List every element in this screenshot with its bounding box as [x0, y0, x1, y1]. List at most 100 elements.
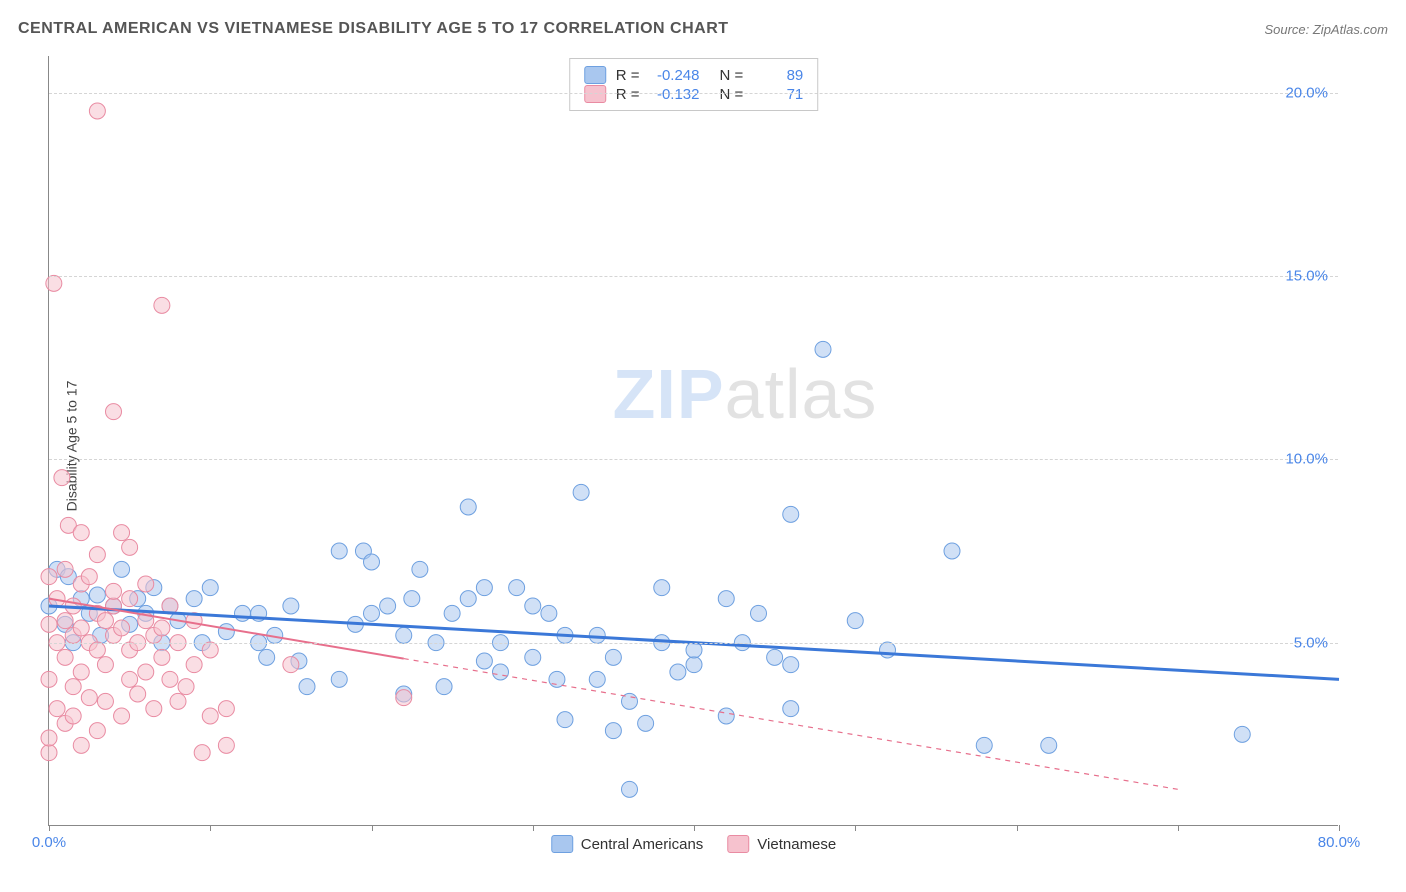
- scatter-point: [557, 712, 573, 728]
- scatter-point: [235, 605, 251, 621]
- scatter-point: [815, 341, 831, 357]
- scatter-point: [46, 275, 62, 291]
- scatter-point: [436, 679, 452, 695]
- scatter-point: [460, 499, 476, 515]
- x-tick-label: 80.0%: [1318, 834, 1361, 851]
- scatter-point: [509, 580, 525, 596]
- scatter-point: [493, 664, 509, 680]
- scatter-point: [944, 543, 960, 559]
- scatter-point: [476, 580, 492, 596]
- scatter-point: [202, 708, 218, 724]
- scatter-point: [605, 649, 621, 665]
- scatter-point: [476, 653, 492, 669]
- scatter-point: [751, 605, 767, 621]
- scatter-point: [638, 715, 654, 731]
- series-swatch: [551, 835, 573, 853]
- scatter-point: [605, 723, 621, 739]
- correlation-stats-box: R = -0.248 N = 89 R = -0.132 N = 71: [569, 58, 819, 111]
- scatter-point: [81, 569, 97, 585]
- scatter-point: [396, 627, 412, 643]
- scatter-point: [122, 539, 138, 555]
- plot-svg: [49, 56, 1338, 825]
- scatter-point: [202, 580, 218, 596]
- x-tick: [1017, 825, 1018, 831]
- y-tick-label: 10.0%: [1285, 451, 1328, 468]
- scatter-point: [122, 671, 138, 687]
- scatter-point: [1041, 737, 1057, 753]
- scatter-point: [154, 297, 170, 313]
- scatter-point: [41, 745, 57, 761]
- legend-label: Central Americans: [581, 836, 704, 853]
- scatter-point: [194, 745, 210, 761]
- legend-item: Central Americans: [551, 835, 704, 853]
- scatter-point: [186, 591, 202, 607]
- y-tick-label: 5.0%: [1294, 634, 1328, 651]
- x-tick: [372, 825, 373, 831]
- scatter-point: [114, 708, 130, 724]
- scatter-point: [525, 598, 541, 614]
- legend-label: Vietnamese: [757, 836, 836, 853]
- scatter-point: [654, 580, 670, 596]
- scatter-point: [73, 620, 89, 636]
- stats-row: R = -0.248 N = 89: [584, 66, 804, 84]
- scatter-point: [162, 671, 178, 687]
- scatter-point: [589, 627, 605, 643]
- scatter-point: [89, 587, 105, 603]
- y-tick-label: 20.0%: [1285, 84, 1328, 101]
- scatter-point: [154, 620, 170, 636]
- scatter-point: [178, 679, 194, 695]
- x-tick: [210, 825, 211, 831]
- scatter-point: [670, 664, 686, 680]
- scatter-point: [412, 561, 428, 577]
- scatter-point: [57, 649, 73, 665]
- scatter-point: [97, 693, 113, 709]
- scatter-point: [138, 576, 154, 592]
- scatter-point: [767, 649, 783, 665]
- scatter-point: [114, 620, 130, 636]
- scatter-point: [283, 657, 299, 673]
- scatter-point: [49, 701, 65, 717]
- scatter-point: [146, 701, 162, 717]
- r-value: -0.132: [650, 86, 700, 103]
- scatter-point: [73, 664, 89, 680]
- r-value: -0.248: [650, 67, 700, 84]
- scatter-point: [57, 613, 73, 629]
- scatter-point: [218, 624, 234, 640]
- scatter-point: [880, 642, 896, 658]
- scatter-point: [331, 543, 347, 559]
- chart-header: CENTRAL AMERICAN VS VIETNAMESE DISABILIT…: [0, 0, 1406, 48]
- scatter-point: [299, 679, 315, 695]
- scatter-point: [331, 671, 347, 687]
- series-swatch: [584, 85, 606, 103]
- scatter-point: [573, 484, 589, 500]
- scatter-point: [541, 605, 557, 621]
- scatter-point: [57, 561, 73, 577]
- scatter-point: [114, 525, 130, 541]
- scatter-point: [73, 737, 89, 753]
- scatter-point: [89, 642, 105, 658]
- scatter-point: [65, 708, 81, 724]
- bottom-legend: Central Americans Vietnamese: [551, 835, 837, 853]
- x-tick-label: 0.0%: [32, 834, 66, 851]
- scatter-point: [460, 591, 476, 607]
- scatter-point: [589, 671, 605, 687]
- scatter-point: [364, 554, 380, 570]
- legend-item: Vietnamese: [727, 835, 836, 853]
- scatter-point: [259, 649, 275, 665]
- scatter-point: [783, 657, 799, 673]
- scatter-point: [106, 404, 122, 420]
- scatter-point: [97, 657, 113, 673]
- n-label: N =: [720, 86, 744, 103]
- n-value: 71: [753, 86, 803, 103]
- scatter-point: [444, 605, 460, 621]
- stats-row: R = -0.132 N = 71: [584, 85, 804, 103]
- gridline: [49, 459, 1338, 460]
- x-tick: [533, 825, 534, 831]
- source-name: ZipAtlas.com: [1313, 22, 1388, 37]
- scatter-point: [130, 686, 146, 702]
- scatter-point: [73, 525, 89, 541]
- scatter-point: [686, 657, 702, 673]
- scatter-point: [97, 613, 113, 629]
- chart-title: CENTRAL AMERICAN VS VIETNAMESE DISABILIT…: [18, 20, 729, 38]
- scatter-point: [783, 701, 799, 717]
